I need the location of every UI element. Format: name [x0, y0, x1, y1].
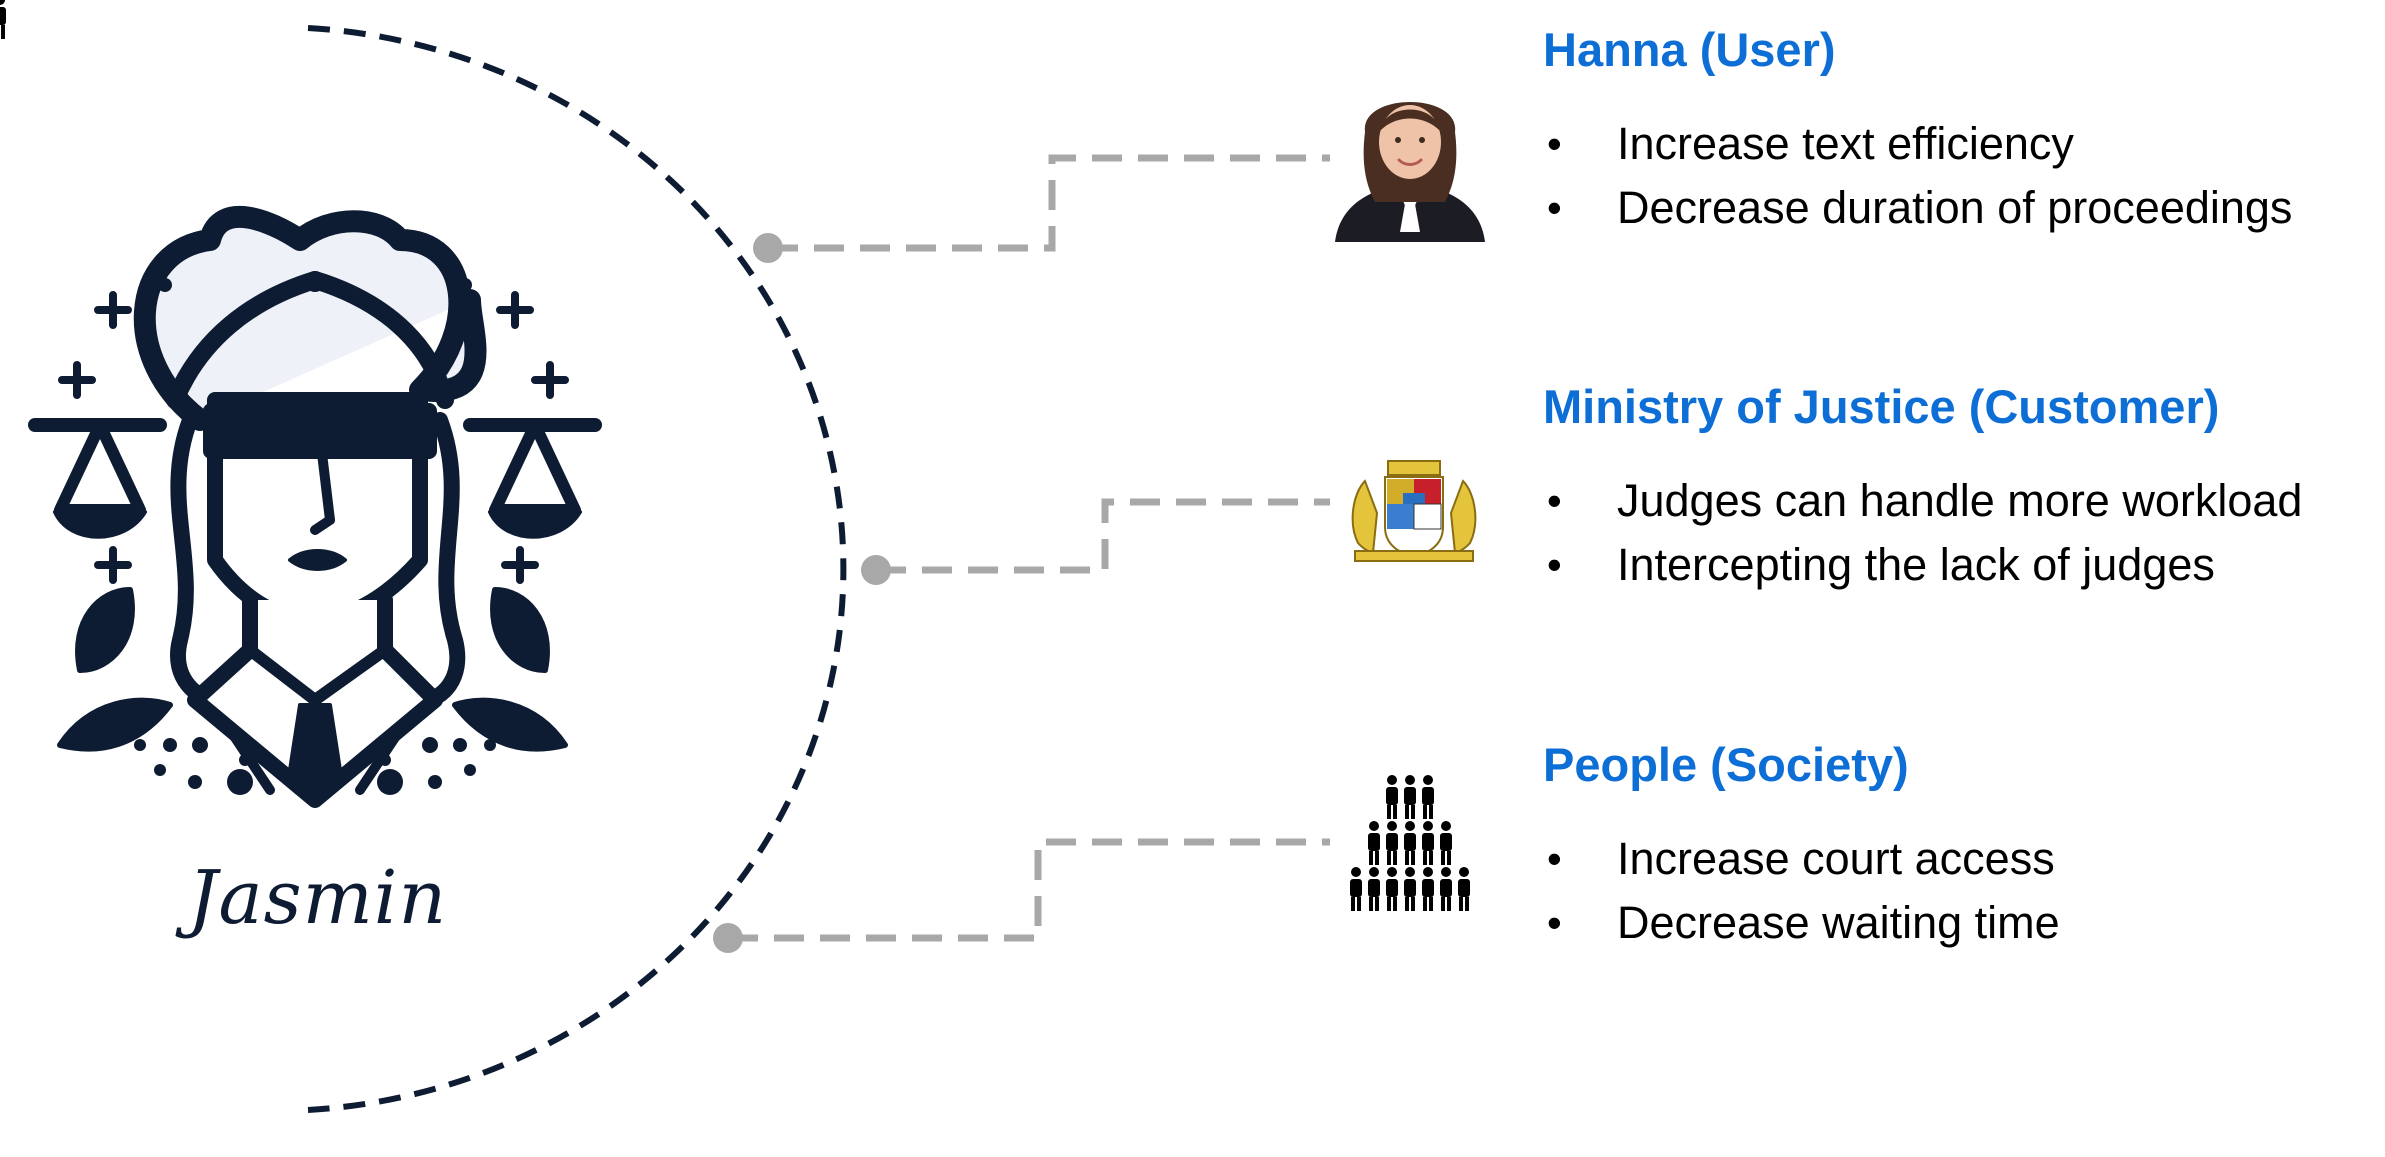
stakeholder-bullets: Judges can handle more workload Intercep…	[1543, 469, 2383, 597]
connector-society	[728, 838, 1330, 942]
bullet-item: Increase court access	[1543, 827, 2383, 891]
bullet-item: Intercepting the lack of judges	[1543, 533, 2383, 597]
bullet-item: Increase text efficiency	[1543, 112, 2383, 176]
stakeholder-bullets: Increase court access Decrease waiting t…	[1543, 827, 2383, 955]
connector-node-user	[753, 233, 783, 263]
stakeholder-title: Ministry of Justice (Customer)	[1543, 380, 2220, 433]
stakeholder-title: Hanna (User)	[1543, 23, 1836, 76]
bullet-item: Decrease waiting time	[1543, 891, 2383, 955]
bullet-item: Decrease duration of proceedings	[1543, 176, 2383, 240]
connector-customer	[876, 498, 1330, 574]
assistant-name: Jasmin	[187, 855, 448, 941]
dashed-arc	[307, 25, 847, 1113]
connector-node-society	[713, 923, 743, 953]
stakeholder-bullets: Increase text efficiency Decrease durati…	[1543, 112, 2383, 240]
stakeholder-title: People (Society)	[1543, 738, 1909, 791]
bullet-item: Judges can handle more workload	[1543, 469, 2383, 533]
crowd-pyramid-icon	[0, 0, 1470, 911]
connector-user	[768, 154, 1330, 252]
bavarian-coat-of-arms-icon	[1351, 460, 1477, 562]
stakeholder-society: People (Society) Increase court access D…	[1543, 737, 2383, 955]
connector-node-customer	[861, 555, 891, 585]
stakeholder-customer: Ministry of Justice (Customer) Judges ca…	[1543, 379, 2383, 597]
lady-justice-icon	[28, 205, 602, 808]
judge-portrait-icon	[1335, 102, 1485, 242]
stakeholder-user: Hanna (User) Increase text efficiency De…	[1543, 22, 2383, 240]
